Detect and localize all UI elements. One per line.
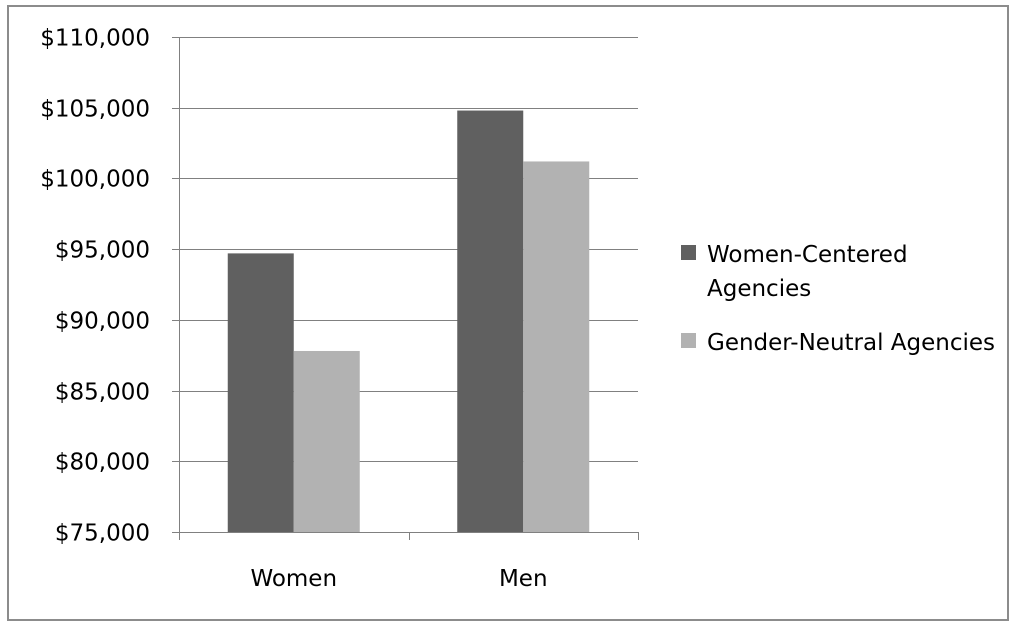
axes <box>172 37 639 540</box>
y-tick-label: $95,000 <box>55 238 150 264</box>
bars <box>227 110 590 533</box>
legend-label: Women-Centered <box>707 242 908 268</box>
x-tick-label: Men <box>499 566 548 592</box>
legend: Women-Centered Agencies Gender-Neutral Age… <box>681 242 995 356</box>
x-tick-label: Women <box>250 566 337 592</box>
bar-women-women-centered <box>227 253 294 532</box>
bar-women-gender-neutral <box>293 350 360 532</box>
y-tick-label: $105,000 <box>40 97 150 123</box>
bar-men-women-centered <box>457 110 524 533</box>
legend-label: Gender-Neutral Agencies <box>707 330 995 356</box>
legend-swatch <box>681 245 696 260</box>
y-tick-label: $90,000 <box>55 309 150 335</box>
legend-label: Agencies <box>707 276 811 302</box>
y-tick-label: $85,000 <box>55 380 150 406</box>
y-tick-labels: $75,000 $80,000 $85,000 $90,000 $95,000 $100,… <box>40 26 150 547</box>
bar-men-gender-neutral <box>523 161 590 532</box>
x-tick-labels: Women Men <box>250 566 547 592</box>
y-tick-label: $100,000 <box>40 167 150 193</box>
y-tick-label: $75,000 <box>55 521 150 547</box>
y-tick-label: $80,000 <box>55 450 150 476</box>
legend-swatch <box>681 333 696 348</box>
y-tick-label: $110,000 <box>40 26 150 52</box>
